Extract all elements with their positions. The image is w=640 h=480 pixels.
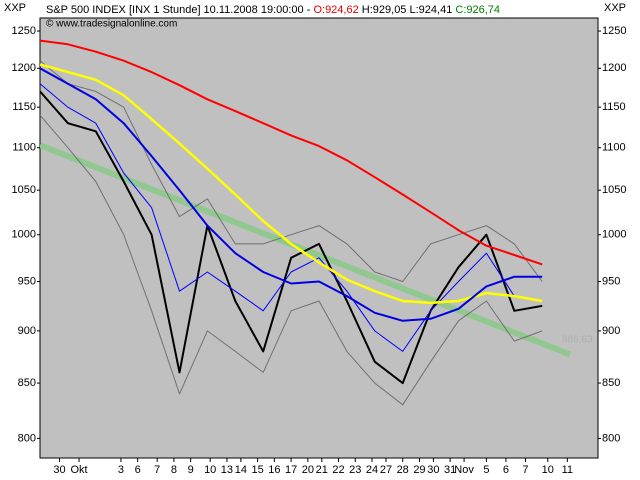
x-tick-label: 22 — [332, 464, 344, 476]
x-tick-label: 28 — [397, 464, 409, 476]
x-tick-label: Nov — [454, 464, 474, 476]
x-tick-label: 7 — [154, 464, 160, 476]
x-tick-label: 7 — [522, 464, 528, 476]
x-tick-label: 11 — [562, 464, 573, 476]
x-tick-label: 27 — [380, 464, 392, 476]
series-line — [40, 67, 543, 322]
y-tick-label-right: 950 — [602, 275, 620, 287]
x-tick-label: 15 — [251, 464, 263, 476]
watermark: 886,63 — [562, 335, 593, 346]
x-tick-label: 6 — [503, 464, 509, 476]
y-tick-label: 1200 — [12, 62, 36, 74]
y-tick-label-right: 800 — [602, 432, 620, 444]
y-tick-label: 1250 — [12, 25, 36, 37]
y-tick-label-right: 1050 — [602, 184, 626, 196]
series-line — [40, 60, 543, 282]
y-tick-label: 950 — [18, 275, 36, 287]
x-tick-label: 30 — [53, 464, 65, 476]
y-tick-label: 800 — [18, 432, 36, 444]
x-tick-label: 31 — [444, 464, 456, 476]
y-tick-label-right: 1100 — [602, 142, 626, 154]
series-line — [40, 63, 543, 305]
y-tick-label: 1100 — [12, 142, 36, 154]
axis-label-right: XXP — [604, 2, 626, 14]
header-high: H:929,05 — [362, 4, 407, 16]
x-tick-label: 14 — [235, 464, 247, 476]
series-line — [40, 39, 543, 266]
x-tick-label: 6 — [135, 464, 141, 476]
x-tick-label: 5 — [483, 464, 489, 476]
x-tick-label: 23 — [349, 464, 361, 476]
x-tick-label: 8 — [171, 464, 177, 476]
x-tick-label: 30 — [427, 464, 439, 476]
series-line — [40, 114, 543, 406]
y-tick-label-right: 1150 — [602, 101, 626, 113]
y-tick-label: 1000 — [12, 229, 36, 241]
x-tick-label: 9 — [188, 464, 194, 476]
x-tick-label: 10 — [204, 464, 216, 476]
x-tick-label: 24 — [366, 464, 378, 476]
y-tick-label: 1150 — [12, 101, 36, 113]
x-tick-label: 10 — [542, 464, 554, 476]
header-open: O:924,62 — [313, 4, 358, 16]
y-tick-label-right: 850 — [602, 377, 620, 389]
y-tick-label-right: 900 — [602, 325, 620, 337]
header-low: L:924,41 — [410, 4, 453, 16]
series-line — [40, 83, 543, 352]
axis-label-left: XXP — [4, 2, 26, 14]
x-tick-label: 3 — [118, 464, 124, 476]
header-symbol: S&P 500 INDEX [INX 1 Stunde] 10.11.2008 … — [46, 4, 311, 16]
y-tick-label-right: 1250 — [602, 25, 626, 37]
x-tick-label: 21 — [316, 464, 328, 476]
y-tick-label-right: 1000 — [602, 229, 626, 241]
x-tick-label: Okt — [70, 464, 87, 476]
y-tick-label: 850 — [18, 377, 36, 389]
copyright: © www.tradesignalonline.com — [46, 19, 177, 30]
header: S&P 500 INDEX [INX 1 Stunde] 10.11.2008 … — [46, 4, 500, 16]
x-tick-label: 16 — [268, 464, 280, 476]
plot-area — [39, 17, 599, 459]
y-tick-label-right: 1200 — [602, 62, 626, 74]
x-tick-label: 29 — [413, 464, 425, 476]
series-line — [40, 90, 543, 385]
y-tick-label: 1050 — [12, 184, 36, 196]
header-close: C:926,74 — [455, 4, 500, 16]
x-tick-label: 20 — [302, 464, 314, 476]
y-tick-label: 900 — [18, 325, 36, 337]
x-tick-label: 17 — [285, 464, 297, 476]
x-tick-label: 13 — [221, 464, 233, 476]
